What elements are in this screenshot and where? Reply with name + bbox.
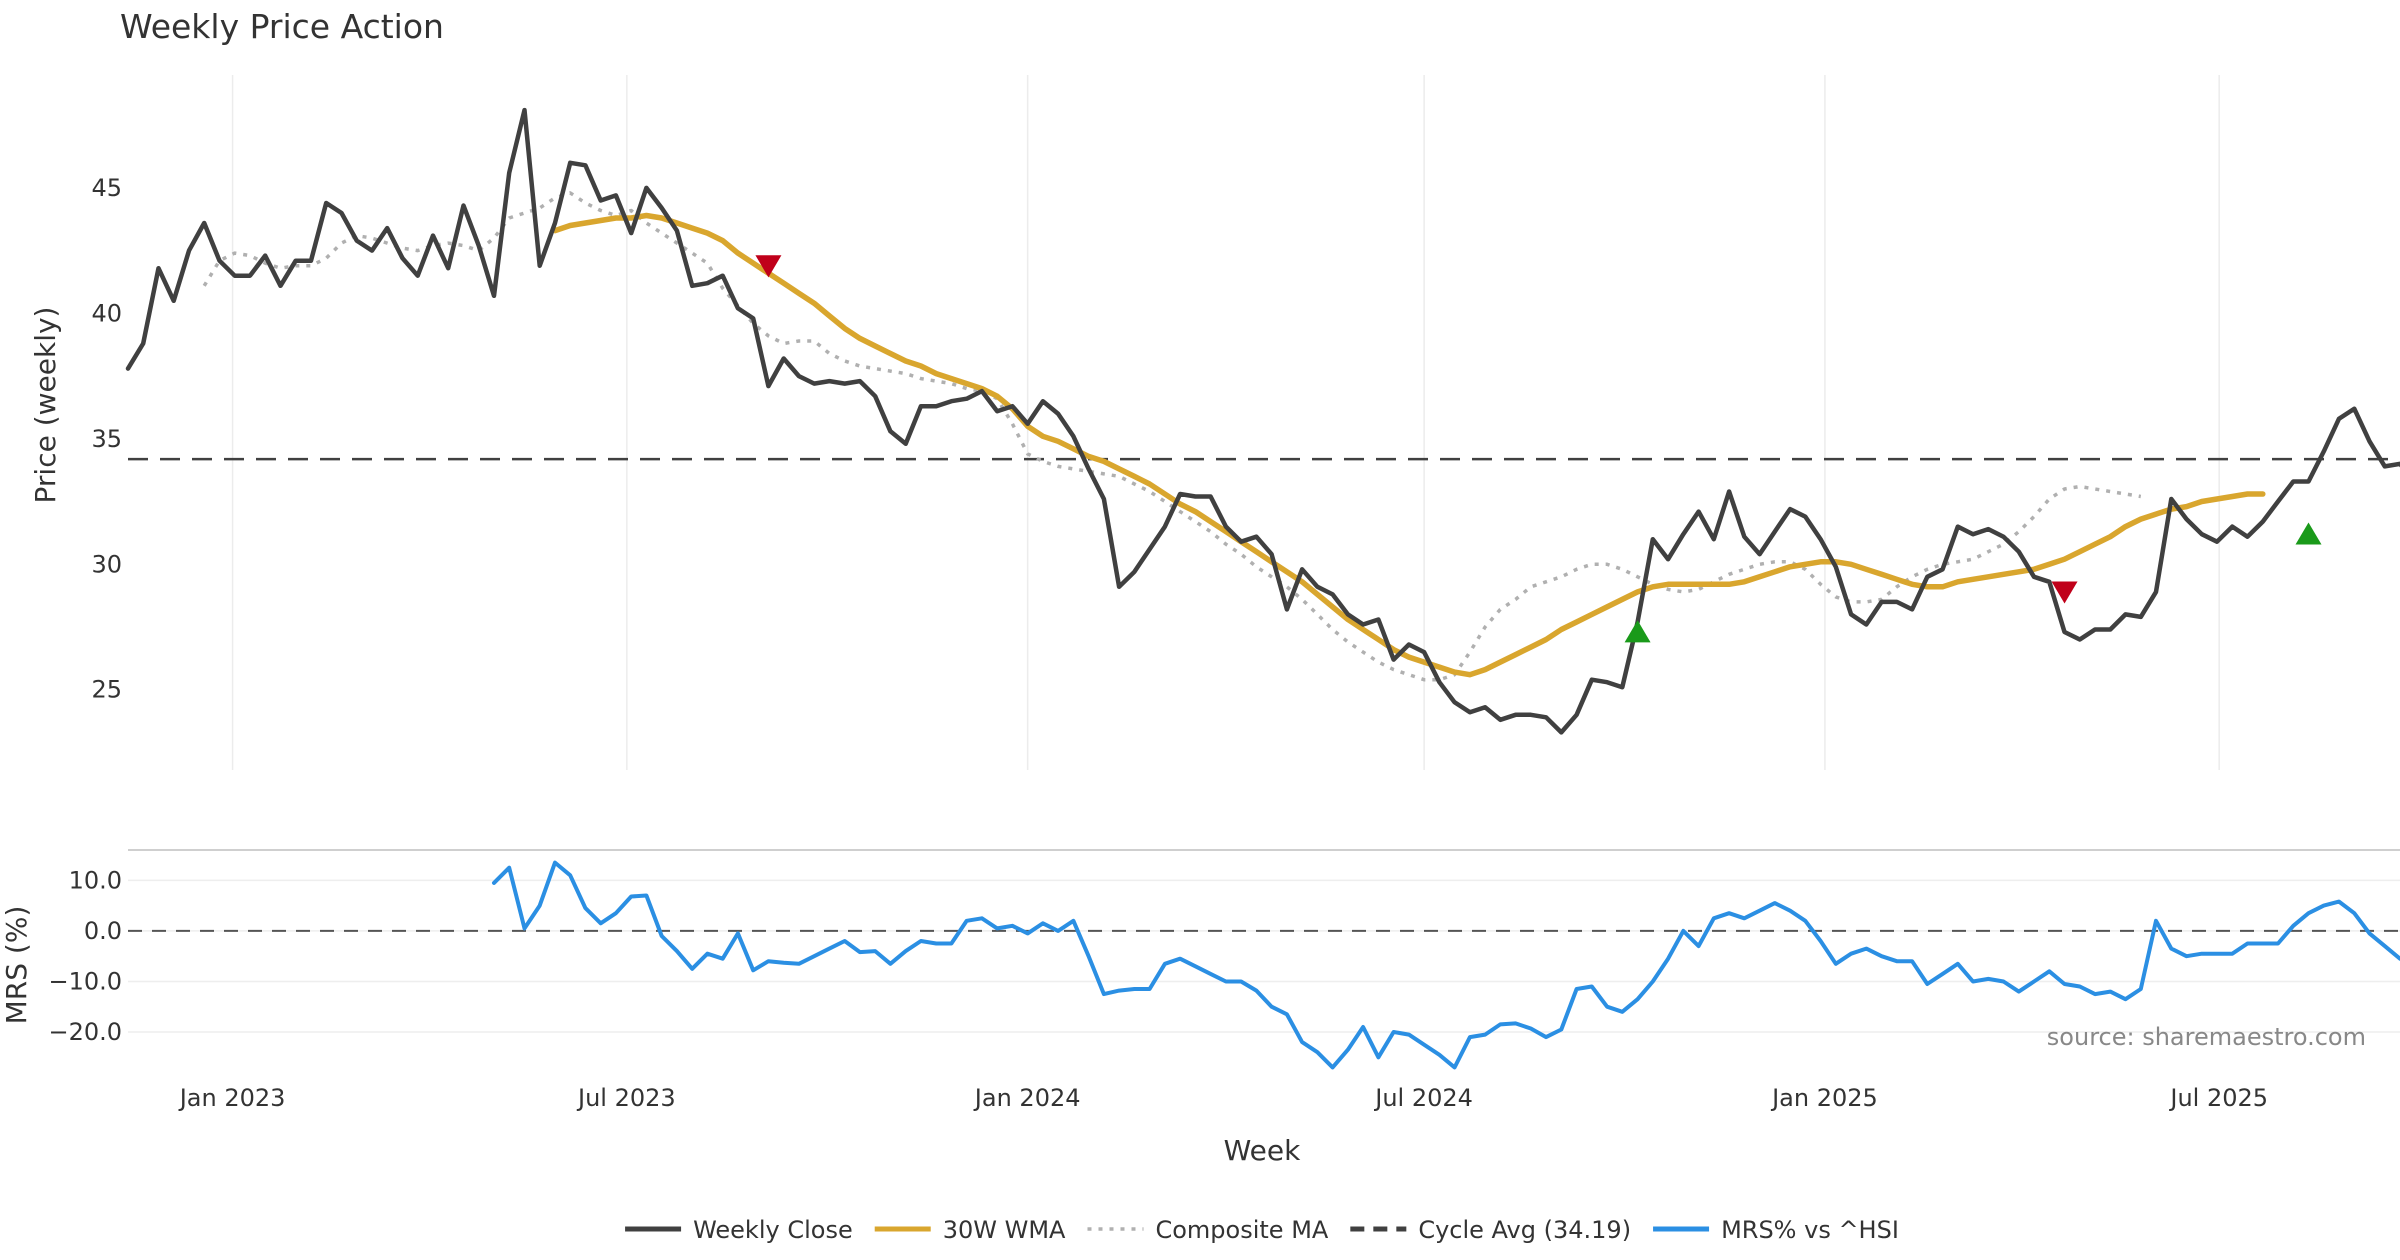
- mrs-y-tick-label: 0.0: [84, 917, 122, 945]
- buy-signal-marker: [2295, 522, 2322, 545]
- mrs-y-axis-label: MRS (%): [0, 906, 33, 1025]
- x-tick-label: Jul 2025: [2168, 1084, 2268, 1112]
- mrs-series: [492, 860, 2400, 1070]
- legend-item-mrs-vs-hsi: MRS% vs ^HSI: [1653, 1216, 1899, 1244]
- legend: Weekly Close 30W WMA Composite MA Cycle Avg…: [625, 1216, 1899, 1244]
- legend-label: Composite MA: [1155, 1216, 1328, 1244]
- sell-signal-marker: [2051, 581, 2078, 604]
- price-y-tick-label: 35: [91, 425, 122, 453]
- mrs-grid: [128, 849, 2400, 1033]
- x-axis-label: Week: [1224, 1134, 1301, 1167]
- x-tick-label: Jul 2024: [1373, 1084, 1473, 1112]
- legend-item-30w-wma: 30W WMA: [874, 1216, 1066, 1244]
- price-y-tick-label: 25: [91, 676, 122, 704]
- legend-label: Cycle Avg (34.19): [1418, 1216, 1631, 1244]
- legend-label: MRS% vs ^HSI: [1721, 1216, 1899, 1244]
- price-y-axis-label: Price (weekly): [29, 307, 62, 504]
- legend-item-weekly-close: Weekly Close: [625, 1216, 853, 1244]
- x-tick-label: Jan 2025: [1770, 1084, 1878, 1112]
- price-series: [125, 107, 2400, 735]
- legend-label: Weekly Close: [693, 1216, 853, 1244]
- mrs-y-tick-label: 10.0: [69, 866, 122, 894]
- chart-title: Weekly Price Action: [120, 7, 444, 46]
- mrs-vs-hsi-line: [492, 860, 2400, 1070]
- mrs-y-tick-label: −20.0: [48, 1018, 122, 1046]
- weekly-close-line: [125, 107, 2400, 735]
- sell-signal-marker: [755, 255, 782, 278]
- legend-item-cycle-avg-34-19: Cycle Avg (34.19): [1350, 1216, 1631, 1244]
- buy-signal-marker: [1624, 620, 1651, 643]
- wma-30w-line: [552, 212, 2266, 678]
- x-tick-label: Jan 2023: [178, 1084, 286, 1112]
- x-tick-label: Jan 2024: [973, 1084, 1081, 1112]
- mrs-y-tick-label: −10.0: [48, 967, 122, 995]
- price-y-tick-label: 30: [91, 550, 122, 578]
- x-ticks: Jan 2023 Jul 2023 Jan 2024 Jul 2024 Jan 2025…: [178, 1084, 2268, 1112]
- source-note: source: sharemaestro.com: [2047, 1023, 2366, 1051]
- legend-item-composite-ma: Composite MA: [1087, 1216, 1329, 1244]
- price-y-ticks: 25 30 35 40 45: [91, 174, 122, 704]
- price-y-tick-label: 45: [91, 174, 122, 202]
- x-tick-label: Jul 2023: [576, 1084, 676, 1112]
- mrs-y-ticks: 10.0 0.0 −10.0 −20.0: [48, 866, 122, 1046]
- price-y-tick-label: 40: [91, 299, 122, 327]
- legend-label: 30W WMA: [943, 1216, 1066, 1244]
- signal-markers: [755, 255, 2322, 643]
